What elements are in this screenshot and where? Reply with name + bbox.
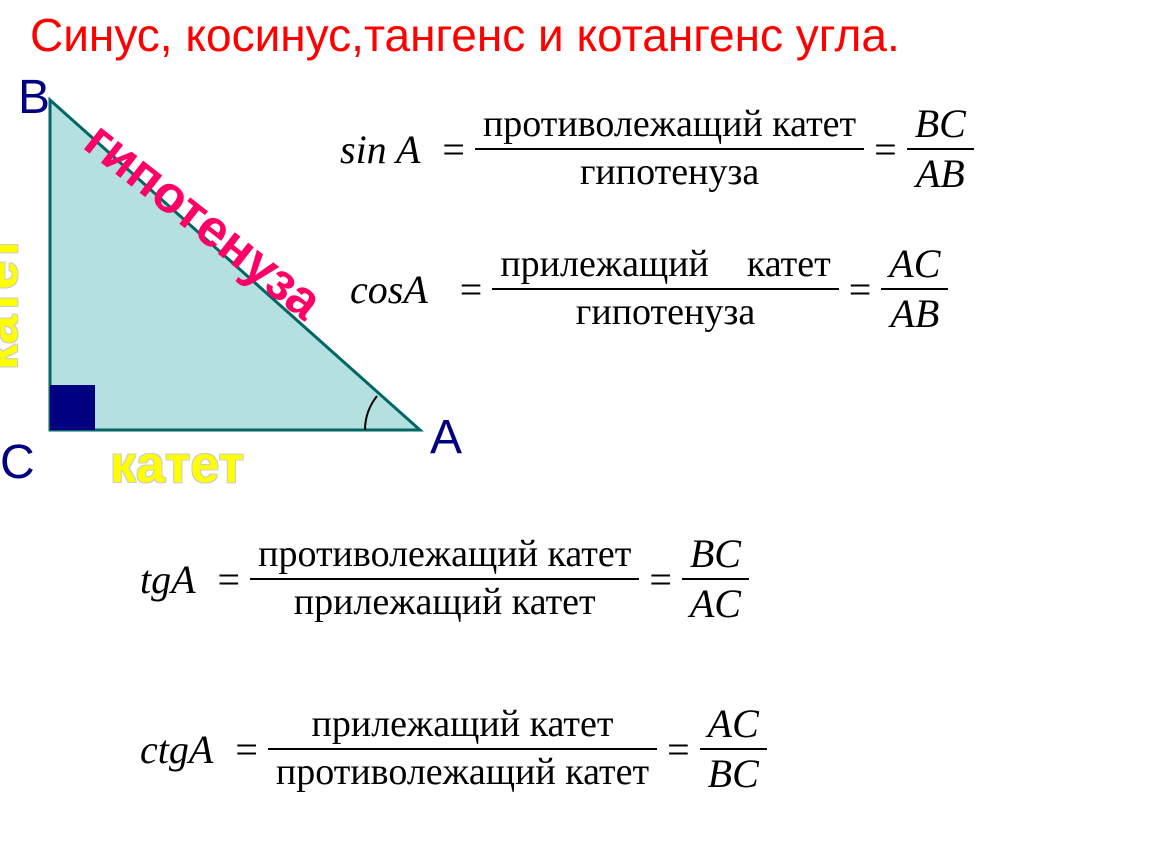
right-angle-marker	[50, 385, 95, 430]
denominator: AB	[882, 290, 947, 338]
numerator: противолежащий катет	[250, 532, 639, 578]
formula-lhs: tgA	[140, 556, 196, 603]
side-label-katet-horizontal: катет	[110, 435, 244, 495]
vertex-label-a: А	[430, 410, 462, 465]
equals-sign: =	[218, 556, 241, 603]
formula-sin: sin A = противолежащий катет гипотенуза …	[340, 100, 974, 198]
numerator: BC	[907, 100, 974, 148]
fraction-short: AC AB	[881, 240, 948, 338]
fraction-short: BC AB	[907, 100, 974, 198]
formula-ctg: ctgA = прилежащий катет противолежащий к…	[140, 700, 767, 798]
formula-lhs: ctgA	[140, 726, 213, 773]
denominator: гипотенуза	[572, 150, 767, 196]
equals-sign: =	[874, 126, 897, 173]
formula-tg: tgA = противолежащий катет прилежащий ка…	[140, 530, 749, 628]
formula-cos: cosA = прилежащий катет гипотенуза = AC …	[350, 240, 948, 338]
equals-sign: =	[667, 726, 690, 773]
side-label-katet-vertical: катет	[0, 236, 30, 370]
denominator: противолежащий катет	[268, 750, 657, 796]
equals-sign: =	[235, 726, 258, 773]
numerator: прилежащий катет	[304, 702, 622, 748]
fraction-text: прилежащий катет противолежащий катет	[268, 702, 657, 796]
denominator: AC	[682, 580, 749, 628]
equals-sign: =	[442, 126, 465, 173]
denominator: AB	[908, 150, 973, 198]
vertex-label-b: В	[18, 70, 50, 125]
numerator: противолежащий катет	[475, 102, 864, 148]
vertex-label-c: С	[0, 435, 35, 490]
fraction-text: противолежащий катет гипотенуза	[475, 102, 864, 196]
formula-lhs: sin A	[340, 126, 420, 173]
fraction-text: противолежащий катет прилежащий катет	[250, 532, 639, 626]
fraction-text: прилежащий катет гипотенуза	[492, 242, 838, 336]
fraction-short: BC AC	[682, 530, 749, 628]
equals-sign: =	[649, 556, 672, 603]
numerator: прилежащий катет	[492, 242, 838, 288]
denominator: BC	[700, 750, 767, 798]
page-title: Синус, косинус,тангенс и котангенс угла.	[30, 8, 900, 62]
numerator: BC	[682, 530, 749, 578]
numerator: AC	[700, 700, 767, 748]
equals-sign: =	[849, 266, 872, 313]
equals-sign: =	[450, 266, 483, 313]
fraction-short: AC BC	[700, 700, 767, 798]
formula-lhs: cosA	[350, 266, 428, 313]
numerator: AC	[881, 240, 948, 288]
denominator: гипотенуза	[568, 290, 763, 336]
denominator: прилежащий катет	[286, 580, 604, 626]
